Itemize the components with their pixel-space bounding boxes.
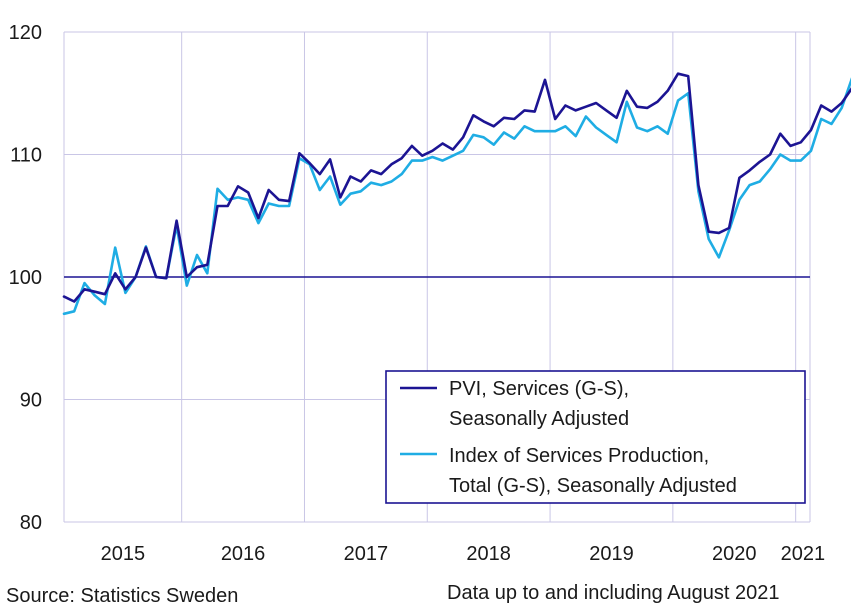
x-tick-label-2018: 2018: [466, 543, 511, 565]
data-range-note: Data up to and including August 2021: [447, 582, 780, 604]
legend-label-services-index-line2: Total (G-S), Seasonally Adjusted: [449, 475, 737, 497]
y-tick-label: 120: [9, 22, 42, 44]
x-tick-label-2020: 2020: [712, 543, 757, 565]
series-line-0: [62, 72, 851, 303]
x-tick-label-2019: 2019: [589, 543, 634, 565]
legend-label-pvi-line1: PVI, Services (G-S),: [449, 378, 629, 400]
x-tick-label-2016: 2016: [221, 543, 266, 565]
legend-box: [385, 370, 806, 504]
x-axis-tick-labels: 2015 2016 2017 2018 2019 2020 2021: [101, 543, 825, 565]
legend-label-services-index-line1: Index of Services Production,: [449, 445, 709, 467]
x-tick-label-2021: 2021: [781, 543, 826, 565]
series-lines: [62, 72, 851, 316]
legend-label-pvi-line2: Seasonally Adjusted: [449, 408, 629, 430]
source-note: Source: Statistics Sweden: [6, 585, 239, 607]
x-tick-label-2015: 2015: [101, 543, 146, 565]
y-tick-label: 100: [9, 267, 42, 289]
y-axis-tick-labels: 80 90 100 110 120: [9, 22, 42, 534]
y-tick-label: 80: [20, 512, 42, 534]
y-tick-label: 110: [10, 145, 42, 167]
legend: PVI, Services (G-S), Seasonally Adjusted…: [385, 370, 806, 504]
x-tick-label-2017: 2017: [344, 543, 389, 565]
series-line-1: [62, 77, 851, 316]
y-tick-label: 90: [20, 390, 42, 412]
